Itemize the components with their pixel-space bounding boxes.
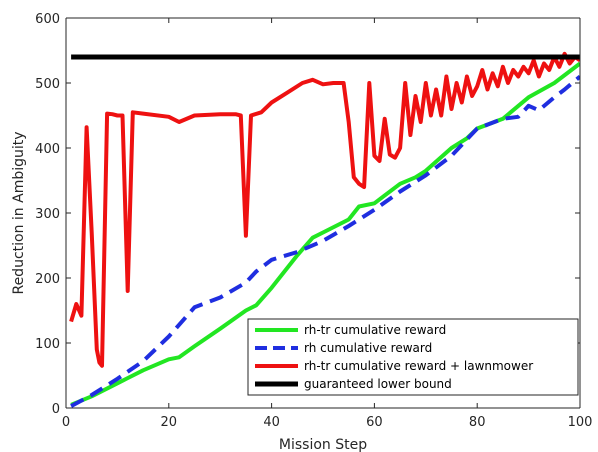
x-axis-title: Mission Step xyxy=(279,437,367,452)
x-tick-label: 80 xyxy=(469,415,486,430)
y-tick-label: 300 xyxy=(35,207,60,222)
y-tick-label: 600 xyxy=(35,12,60,27)
legend-label-2: rh cumulative reward xyxy=(304,341,432,355)
series-line-2 xyxy=(70,74,580,408)
y-tick-label: 0 xyxy=(52,402,60,417)
legend-label-4: guaranteed lower bound xyxy=(304,377,452,391)
y-tick-label: 500 xyxy=(35,77,60,92)
series-line-3 xyxy=(69,51,580,368)
x-tick-label: 60 xyxy=(366,415,383,430)
y-tick-label: 400 xyxy=(35,142,60,157)
x-tick-label: 20 xyxy=(161,415,178,430)
x-tick-label: 100 xyxy=(568,415,593,430)
legend-label-1: rh-tr cumulative reward xyxy=(304,323,446,337)
y-axis-title: Reduction in Ambiguity xyxy=(11,131,27,294)
x-tick-label: 0 xyxy=(62,415,70,430)
y-tick-label: 200 xyxy=(35,272,60,287)
y-tick-label: 100 xyxy=(35,337,60,352)
legend-box xyxy=(247,318,579,396)
legend: rh-tr cumulative reward rh cumulative rew… xyxy=(247,318,579,396)
x-tick-label: 40 xyxy=(263,415,280,430)
legend-label-3: rh-tr cumulative reward + lawnmower xyxy=(304,359,533,373)
